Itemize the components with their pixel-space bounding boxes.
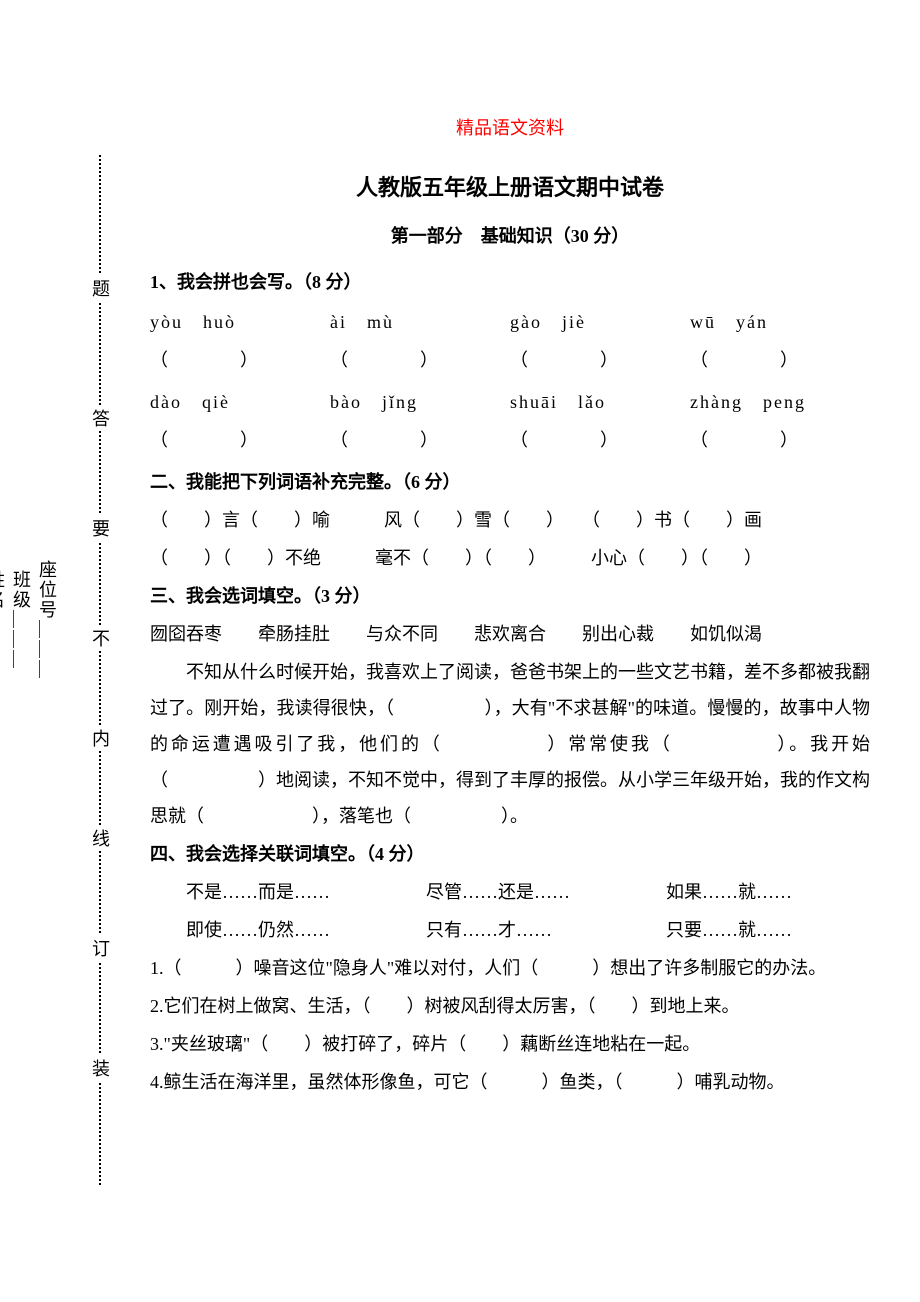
q3-words: 囫囵吞枣 牵肠挂肚 与众不同 悲欢离合 别出心裁 如饥似渴: [150, 616, 870, 652]
name-label: 姓名＿＿＿: [0, 570, 8, 670]
q1-r2-c0: dào qiè: [150, 384, 330, 420]
q1-p2-c3: （ ）: [690, 422, 870, 458]
binding-char-0: 装: [87, 1055, 113, 1081]
exam-title: 人教版五年级上册语文期中试卷: [150, 166, 870, 210]
q4-s1: 1.（ ）噪音这位"隐身人"难以对付，人们（ ）想出了许多制服它的办法。: [150, 950, 870, 986]
q1-p1-c2: （ ）: [510, 342, 690, 378]
q1-p1-c3: （ ）: [690, 342, 870, 378]
q3-passage: 不知从什么时候开始，我喜欢上了阅读，爸爸书架上的一些文艺书籍，差不多都被我翻过了…: [150, 654, 870, 834]
q1-r1-c3: wū yán: [690, 304, 870, 340]
header-note: 精品语文资料: [150, 110, 870, 146]
q1-r2-c2: shuāi lǎo: [510, 384, 690, 420]
q4-head: 四、我会选择关联词填空。（4 分）: [150, 836, 870, 872]
q1-p2-c2: （ ）: [510, 422, 690, 458]
binding-char-7: 题: [87, 275, 113, 301]
q1-paren-row1: （ ） （ ） （ ） （ ）: [150, 342, 870, 378]
q2-line2: （ ）（ ）不绝 毫不（ ）（ ） 小心（ ）（ ）: [150, 540, 870, 576]
q1-head: 1、我会拼也会写。（8 分）: [150, 264, 870, 300]
q1-p2-c1: （ ）: [330, 422, 510, 458]
q1-pinyin-row2: dào qiè bào jǐng shuāi lǎo zhàng peng: [150, 384, 870, 420]
binding-char-1: 订: [87, 935, 113, 961]
class-text: 班级: [11, 570, 31, 610]
q4-o2-0: 即使……仍然……: [150, 912, 390, 948]
q1-paren-row2: （ ） （ ） （ ） （ ）: [150, 422, 870, 458]
binding-char-6: 答: [87, 405, 113, 431]
q4-o1-0: 不是……而是……: [150, 874, 390, 910]
class-label: 班级＿＿＿: [8, 570, 34, 670]
q4-opts-row1: 不是……而是…… 尽管……还是…… 如果……就……: [150, 874, 870, 910]
name-text: 姓名: [0, 570, 5, 610]
q1-p1-c1: （ ）: [330, 342, 510, 378]
q1-p1-c0: （ ）: [150, 342, 330, 378]
q4-opts-row2: 即使……仍然…… 只有……才…… 只要……就……: [150, 912, 870, 948]
q1-r2-c1: bào jǐng: [330, 384, 510, 420]
q1-pinyin-row1: yòu huò ài mù gào jiè wū yán: [150, 304, 870, 340]
q4-s2: 2.它们在树上做窝、生活，（ ）树被风刮得太厉害，（ ）到地上来。: [150, 988, 870, 1024]
side-label-strip: 座位号＿＿＿ 班级＿＿＿ 姓名＿＿＿: [20, 170, 60, 1070]
q4-o1-1: 尽管……还是……: [390, 874, 630, 910]
q4-o1-2: 如果……就……: [630, 874, 870, 910]
q3-head: 三、我会选词填空。（3 分）: [150, 578, 870, 614]
q4-s4: 4.鲸生活在海洋里，虽然体形像鱼，可它（ ）鱼类，（ ）哺乳动物。: [150, 1064, 870, 1100]
binding-char-2: 线: [87, 825, 113, 851]
page-content: 精品语文资料 人教版五年级上册语文期中试卷 第一部分 基础知识（30 分） 1、…: [150, 110, 870, 1102]
binding-char-3: 内: [87, 725, 113, 751]
binding-char-5: 要: [87, 515, 113, 541]
seat-text: 座位号: [37, 560, 57, 620]
q1-p2-c0: （ ）: [150, 422, 330, 458]
part1-title: 第一部分 基础知识（30 分）: [150, 218, 870, 254]
q1-r1-c2: gào jiè: [510, 304, 690, 340]
q4-o2-2: 只要……就……: [630, 912, 870, 948]
q1-r2-c3: zhàng peng: [690, 384, 870, 420]
q2-line1: （ ）言（ ）喻 风（ ）雪（ ） （ ）书（ ）画: [150, 502, 870, 538]
q4-s3: 3."夹丝玻璃"（ ）被打碎了，碎片（ ）藕断丝连地粘在一起。: [150, 1026, 870, 1062]
q2-head: 二、我能把下列词语补充完整。（6 分）: [150, 464, 870, 500]
q1-r1-c0: yòu huò: [150, 304, 330, 340]
q1-r1-c1: ài mù: [330, 304, 510, 340]
seat-label: 座位号＿＿＿: [34, 560, 60, 680]
binding-char-4: 不: [87, 625, 113, 651]
q4-o2-1: 只有……才……: [390, 912, 630, 948]
dotted-line: [99, 155, 101, 1185]
binding-line-area: 题 答 要 不 内 线 订 装: [70, 155, 130, 1185]
